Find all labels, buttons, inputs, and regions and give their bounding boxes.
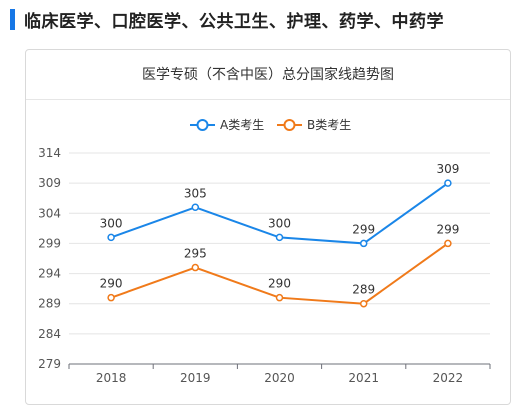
data-label: 290 [268,277,291,291]
chart-title: 医学专硕（不含中医）总分国家线趋势图 [26,50,510,100]
x-tick-label: 2018 [96,371,127,385]
legend-marker [196,119,209,131]
data-point [359,239,368,248]
legend-label: B类考生 [307,118,351,132]
y-tick-label: 314 [38,146,61,160]
x-tick-label: 2020 [264,371,295,385]
data-point [107,233,115,242]
page-title: 临床医学、口腔医学、公共卫生、护理、药学、中药学 [24,12,444,32]
x-tick-label: 2021 [348,371,379,385]
data-point [359,299,368,308]
y-tick-label: 289 [38,297,61,311]
page-header: 临床医学、口腔医学、公共卫生、护理、药学、中药学 [0,0,520,40]
y-tick-label: 299 [38,236,61,250]
data-point [444,239,452,248]
y-tick-label: 304 [38,206,61,220]
y-tick-label: 294 [38,267,61,281]
x-tick-label: 2022 [433,371,464,385]
data-label: 300 [268,216,291,230]
y-tick-label: 309 [38,176,61,190]
data-label: 295 [184,247,207,261]
data-label: 309 [436,162,459,176]
data-label: 300 [100,216,123,230]
data-label: 305 [184,186,207,200]
data-label: 299 [436,222,459,236]
legend-label: A类考生 [220,118,264,132]
data-label: 299 [352,222,375,236]
data-point [191,203,200,212]
data-point [275,233,284,242]
y-tick-label: 279 [38,357,61,371]
chart-card: 医学专硕（不含中医）总分国家线趋势图 [25,49,511,405]
data-point [191,263,200,272]
data-point [444,179,452,187]
x-tick-label: 2019 [180,371,211,385]
data-label: 289 [352,283,375,297]
data-point [107,293,115,302]
y-tick-label: 284 [38,327,61,341]
legend-marker [283,119,296,131]
header-accent-bar [10,9,15,30]
data-label: 290 [100,277,123,291]
data-point [275,293,284,302]
